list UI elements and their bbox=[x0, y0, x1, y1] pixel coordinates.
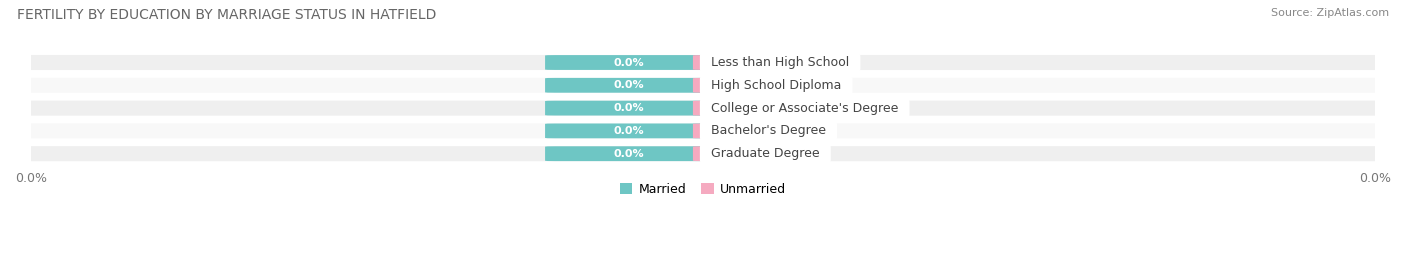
Text: 0.0%: 0.0% bbox=[741, 126, 772, 136]
FancyBboxPatch shape bbox=[693, 78, 821, 93]
FancyBboxPatch shape bbox=[546, 101, 713, 115]
Text: Less than High School: Less than High School bbox=[703, 56, 858, 69]
FancyBboxPatch shape bbox=[546, 55, 713, 70]
FancyBboxPatch shape bbox=[17, 123, 1389, 139]
FancyBboxPatch shape bbox=[17, 101, 1389, 116]
FancyBboxPatch shape bbox=[546, 78, 713, 93]
Text: High School Diploma: High School Diploma bbox=[703, 79, 849, 92]
Text: 0.0%: 0.0% bbox=[741, 149, 772, 159]
Text: 0.0%: 0.0% bbox=[614, 58, 644, 68]
Text: 0.0%: 0.0% bbox=[741, 58, 772, 68]
FancyBboxPatch shape bbox=[693, 55, 821, 70]
Text: Bachelor's Degree: Bachelor's Degree bbox=[703, 124, 834, 137]
FancyBboxPatch shape bbox=[546, 123, 713, 138]
Text: Source: ZipAtlas.com: Source: ZipAtlas.com bbox=[1271, 8, 1389, 18]
Text: Graduate Degree: Graduate Degree bbox=[703, 147, 828, 160]
FancyBboxPatch shape bbox=[693, 101, 821, 115]
Text: 0.0%: 0.0% bbox=[614, 103, 644, 113]
Text: 0.0%: 0.0% bbox=[614, 149, 644, 159]
FancyBboxPatch shape bbox=[546, 146, 713, 161]
Text: 0.0%: 0.0% bbox=[614, 80, 644, 90]
FancyBboxPatch shape bbox=[17, 146, 1389, 161]
FancyBboxPatch shape bbox=[17, 78, 1389, 93]
Text: 0.0%: 0.0% bbox=[741, 103, 772, 113]
Legend: Married, Unmarried: Married, Unmarried bbox=[614, 178, 792, 201]
FancyBboxPatch shape bbox=[17, 55, 1389, 70]
Text: 0.0%: 0.0% bbox=[614, 126, 644, 136]
Text: 0.0%: 0.0% bbox=[741, 80, 772, 90]
FancyBboxPatch shape bbox=[693, 146, 821, 161]
FancyBboxPatch shape bbox=[693, 123, 821, 138]
Text: College or Associate's Degree: College or Associate's Degree bbox=[703, 102, 907, 115]
Text: FERTILITY BY EDUCATION BY MARRIAGE STATUS IN HATFIELD: FERTILITY BY EDUCATION BY MARRIAGE STATU… bbox=[17, 8, 436, 22]
